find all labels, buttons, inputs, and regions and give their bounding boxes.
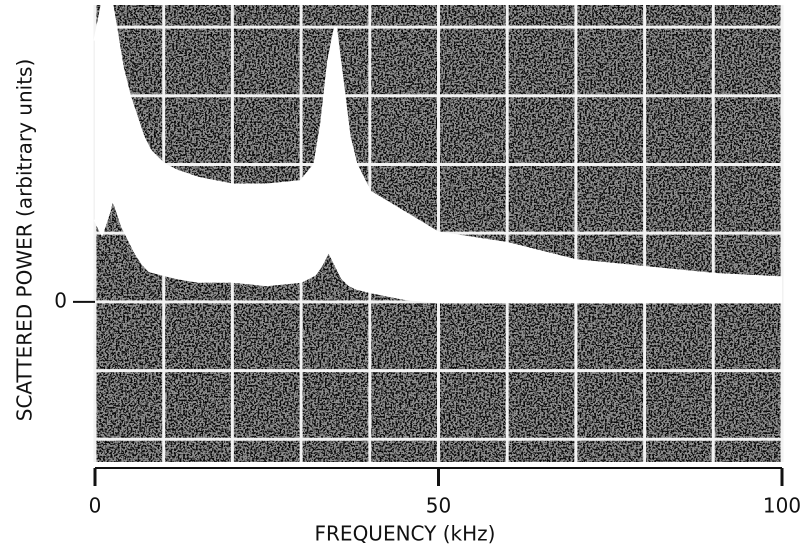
x-tick-label: 50 — [426, 494, 451, 518]
x-tick-label: 0 — [89, 494, 102, 518]
spectrum-line — [93, 4, 783, 280]
y-tick-label: 0 — [54, 288, 67, 312]
x-axis-label: FREQUENCY (kHz) — [315, 522, 496, 546]
y-axis-label: SCATTERED POWER (arbitrary units) — [13, 59, 37, 422]
band-area — [95, 6, 782, 302]
x-tick-label: 100 — [763, 494, 801, 518]
spectrum-line — [93, 194, 782, 304]
